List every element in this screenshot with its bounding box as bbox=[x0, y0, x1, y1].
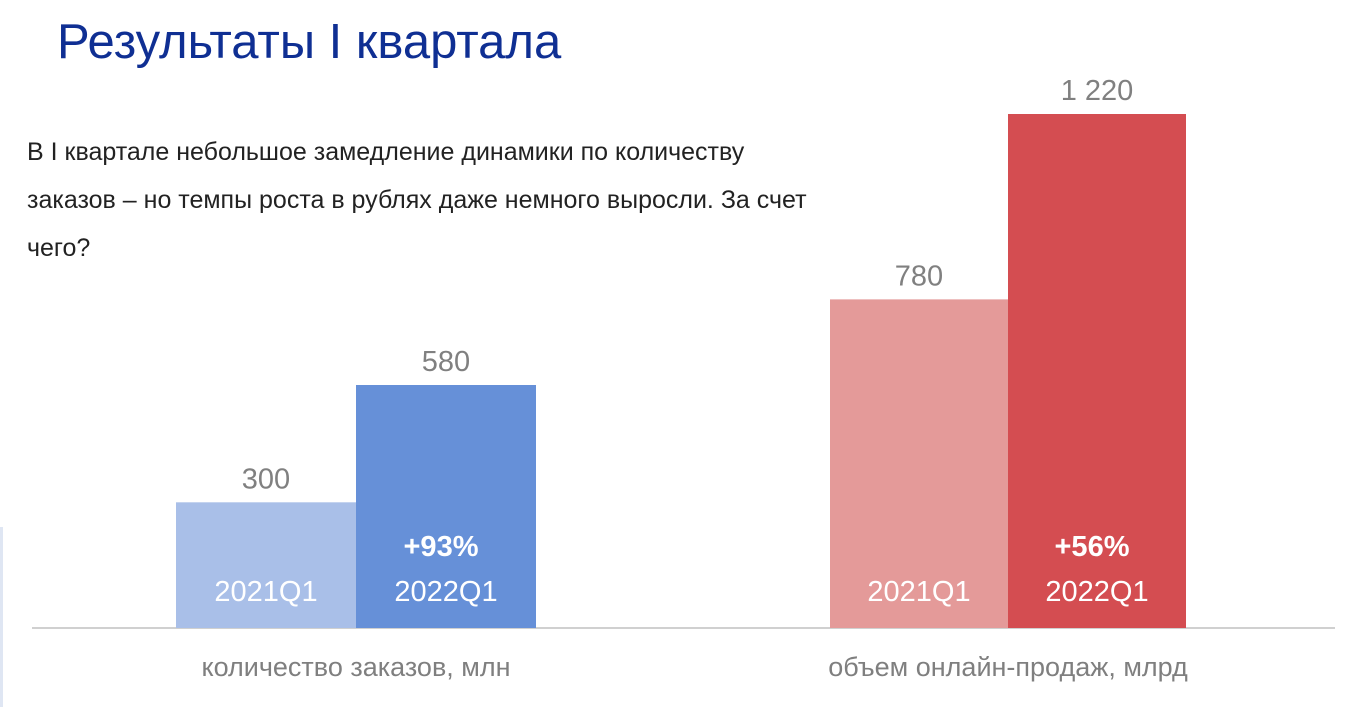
category-label: 2021Q1 bbox=[214, 576, 317, 608]
category-label: 2022Q1 bbox=[394, 576, 497, 608]
x-axis-label: объем онлайн-продаж, млрд bbox=[828, 652, 1188, 682]
bar-1-2022Q1 bbox=[356, 385, 536, 628]
value-label: 780 bbox=[895, 260, 943, 292]
bar-2-2021Q1 bbox=[830, 299, 1008, 628]
bar-1-2021Q1 bbox=[176, 502, 356, 628]
value-label: 1 220 bbox=[1061, 75, 1134, 107]
value-label: 580 bbox=[422, 346, 470, 378]
left-edge-line bbox=[0, 527, 3, 707]
bar-2-2022Q1 bbox=[1008, 114, 1186, 628]
slide-title: Результаты I квартала bbox=[57, 15, 562, 69]
value-label: 300 bbox=[242, 463, 290, 495]
x-axis-label: количество заказов, млн bbox=[201, 652, 510, 682]
category-label: 2021Q1 bbox=[867, 576, 970, 608]
growth-label: +56% bbox=[1055, 531, 1130, 563]
intro-text: В I квартале небольшое замедление динами… bbox=[27, 138, 807, 262]
category-label: 2022Q1 bbox=[1045, 576, 1148, 608]
growth-label: +93% bbox=[404, 531, 479, 563]
